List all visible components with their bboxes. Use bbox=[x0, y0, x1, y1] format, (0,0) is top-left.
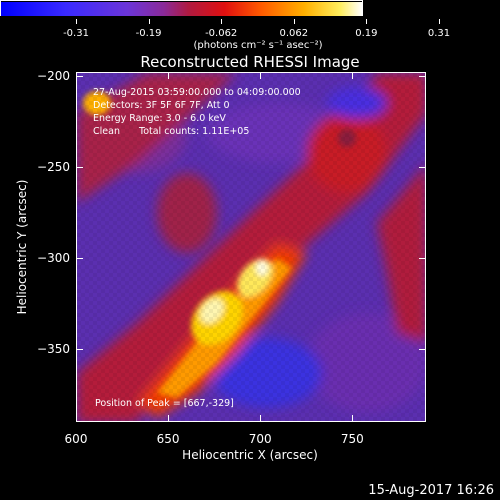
colorbar-tick-mark bbox=[148, 19, 150, 24]
detectors-text: Detectors: 3F 5F 6F 7F, Att 0 bbox=[93, 100, 230, 111]
x-tick-mark bbox=[260, 72, 262, 79]
y-tick-mark bbox=[76, 166, 83, 168]
x-tick-mark bbox=[168, 72, 170, 79]
colorbar bbox=[0, 0, 363, 16]
colorbar-tick-mark bbox=[366, 19, 368, 24]
x-tick-label: 650 bbox=[156, 432, 180, 446]
colorbar-tick-mark bbox=[439, 19, 440, 24]
energy-range-text: Energy Range: 3.0 - 6.0 keV bbox=[93, 113, 226, 124]
y-tick-mark bbox=[76, 349, 83, 351]
colorbar-tick-mark bbox=[221, 19, 223, 24]
x-tick-mark bbox=[168, 415, 170, 422]
y-tick-mark bbox=[419, 257, 426, 259]
colorbar-tick-label: -0.31 bbox=[63, 28, 89, 39]
y-tick-mark bbox=[419, 75, 426, 77]
x-tick-mark bbox=[76, 415, 77, 422]
colorbar-tick-label: -0.062 bbox=[205, 28, 238, 39]
method-text: Clean bbox=[93, 126, 120, 137]
y-tick-mark bbox=[76, 257, 83, 259]
x-axis-label: Heliocentric X (arcsec) bbox=[182, 448, 318, 462]
colorbar-tick-mark bbox=[76, 19, 77, 24]
x-tick-label: 700 bbox=[248, 432, 272, 446]
y-tick-label: −350 bbox=[37, 342, 70, 357]
colorbar-gradient bbox=[1, 2, 362, 16]
colorbar-tick-mark bbox=[293, 19, 295, 24]
y-tick-mark bbox=[76, 75, 83, 77]
x-tick-mark bbox=[76, 72, 77, 79]
y-tick-mark bbox=[419, 166, 426, 168]
image-title: Reconstructed RHESSI Image bbox=[140, 53, 360, 71]
y-tick-label: −300 bbox=[37, 250, 70, 265]
y-tick-mark bbox=[419, 349, 426, 351]
x-tick-mark bbox=[352, 415, 354, 422]
x-tick-label: 600 bbox=[64, 432, 88, 446]
x-tick-mark bbox=[260, 415, 262, 422]
colorbar-tick-label: -0.19 bbox=[135, 28, 162, 39]
y-axis-label: Heliocentric Y (arcsec) bbox=[15, 179, 29, 315]
pixel-grid-texture bbox=[77, 73, 425, 421]
rhessi-image-plot: 27-Aug-2015 03:59:00.000 to 04:09:00.000… bbox=[76, 72, 426, 422]
x-tick-mark bbox=[352, 72, 354, 79]
y-tick-label: −200 bbox=[37, 68, 70, 83]
colorbar-tick-label: 0.062 bbox=[279, 28, 309, 39]
time-range-text: 27-Aug-2015 03:59:00.000 to 04:09:00.000 bbox=[93, 87, 301, 98]
colorbar-units: (photons cm⁻² s⁻¹ asec⁻²) bbox=[193, 40, 323, 51]
colorbar-tick-label: 0.19 bbox=[355, 28, 378, 39]
peak-position-text: Position of Peak = [667,-329] bbox=[95, 398, 234, 409]
x-tick-label: 750 bbox=[340, 432, 364, 446]
total-counts-text: Total counts: 1.11E+05 bbox=[139, 126, 250, 137]
footer-date: 15-Aug-2017 16:26 bbox=[368, 483, 494, 498]
colorbar-tick-label: 0.31 bbox=[427, 28, 451, 39]
rhessi-image-map bbox=[77, 73, 425, 421]
y-tick-label: −250 bbox=[37, 159, 70, 174]
